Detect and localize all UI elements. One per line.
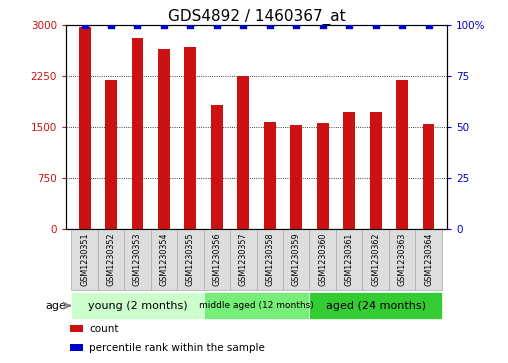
Bar [283,229,309,290]
Text: GSM1230354: GSM1230354 [160,233,169,286]
Text: GSM1230357: GSM1230357 [239,233,248,286]
Bar [204,229,230,290]
Point [80,23,88,28]
Text: GSM1230352: GSM1230352 [107,233,115,286]
Text: percentile rank within the sample: percentile rank within the sample [89,343,265,353]
Text: young (2 months): young (2 months) [88,301,187,311]
Bar [309,292,442,319]
Point [266,23,274,28]
Point [345,23,353,28]
Bar [309,229,336,290]
Text: middle aged (12 months): middle aged (12 months) [199,301,314,310]
Text: GSM1230364: GSM1230364 [424,233,433,286]
Point [371,23,379,28]
Point [398,23,406,28]
Text: GSM1230355: GSM1230355 [186,233,195,286]
Bar [264,122,276,229]
Bar [184,47,197,229]
Text: GSM1230362: GSM1230362 [371,233,380,286]
Text: GSM1230353: GSM1230353 [133,233,142,286]
Bar [98,229,124,290]
Point [186,23,195,28]
Text: GSM1230358: GSM1230358 [265,233,274,286]
Bar [237,76,249,229]
Title: GDS4892 / 1460367_at: GDS4892 / 1460367_at [168,9,345,25]
Point [107,23,115,28]
Text: age: age [46,301,67,311]
Text: aged (24 months): aged (24 months) [326,301,426,311]
Text: GSM1230359: GSM1230359 [292,233,301,286]
Point [425,23,433,28]
Bar [71,229,98,290]
Bar [257,229,283,290]
Bar [204,292,309,319]
Bar [211,105,223,229]
Bar [416,229,442,290]
Text: GSM1230360: GSM1230360 [318,233,327,286]
Bar [389,229,416,290]
Point [213,23,221,28]
Point [134,23,142,28]
Bar [132,38,143,229]
Bar [290,125,302,229]
Text: GSM1230351: GSM1230351 [80,233,89,286]
Point [292,23,300,28]
Bar [158,49,170,229]
Bar [70,325,83,332]
Bar [124,229,151,290]
Text: GSM1230356: GSM1230356 [212,233,221,286]
Bar [151,229,177,290]
Bar [79,27,90,229]
Bar [423,125,434,229]
Bar [230,229,257,290]
Text: count: count [89,323,118,334]
Bar [316,123,329,229]
Bar [343,112,355,229]
Point [160,23,168,28]
Bar [396,79,408,229]
Bar [70,344,83,351]
Point [319,23,327,28]
Point [239,23,247,28]
Bar [370,112,382,229]
Bar [105,79,117,229]
Bar [336,229,362,290]
Bar [362,229,389,290]
Bar [177,229,204,290]
Text: GSM1230363: GSM1230363 [398,233,406,286]
Text: GSM1230361: GSM1230361 [344,233,354,286]
Bar [71,292,204,319]
